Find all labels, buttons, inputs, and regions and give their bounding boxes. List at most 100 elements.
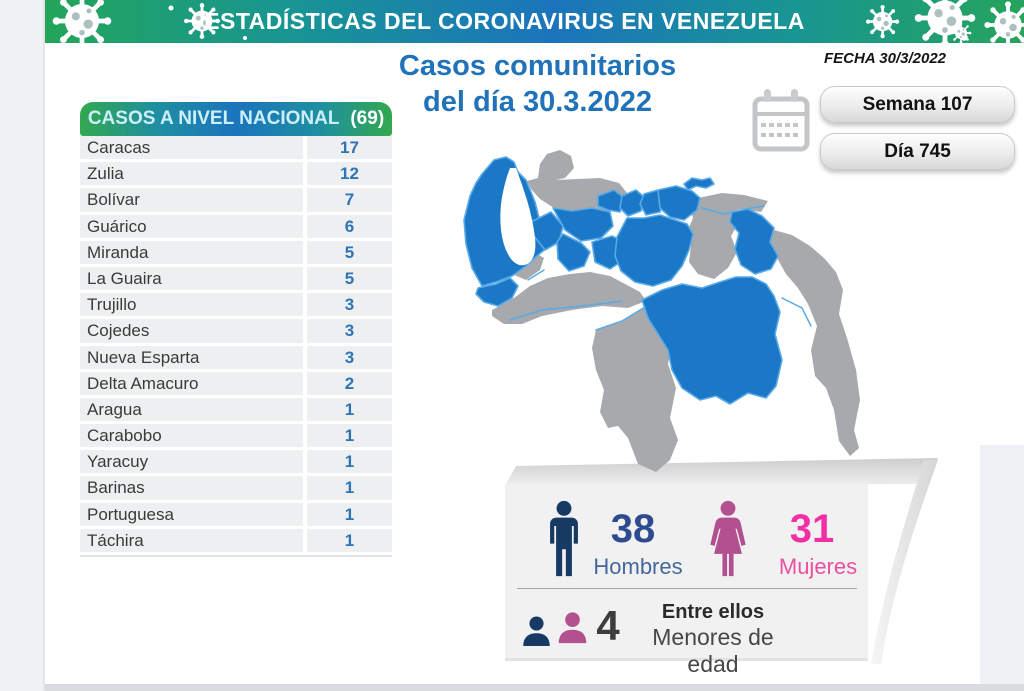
state-cases: 6 <box>344 216 355 236</box>
state-name: Miranda <box>87 242 149 262</box>
state-delta-esequibo <box>770 230 860 456</box>
table-row: La Guaira 5 <box>80 266 392 294</box>
state-name: Aragua <box>87 399 142 419</box>
state-cases: 3 <box>344 347 355 367</box>
stats-panel: 38 Hombres 31 Mujeres 4 Entre ellos Meno… <box>505 484 868 677</box>
state-nueva-esparta <box>683 177 715 191</box>
minors-labels: Entre ellos Menores de edad <box>627 600 799 678</box>
column-divider <box>303 266 307 291</box>
women-count: 31 <box>789 507 835 551</box>
subtitle: Casos comunitarios del día 30.3.2022 <box>370 48 705 120</box>
cases-table: CASOS A NIVEL NACIONAL (69) Caracas 17 Zul… <box>80 102 392 555</box>
man-icon <box>550 500 578 577</box>
column-divider <box>303 136 307 160</box>
table-row: Delta Amacuro 2 <box>80 371 392 398</box>
minors-label-line1: Entre ellos <box>661 601 765 623</box>
state-cases: 3 <box>344 295 355 315</box>
state-cases: 1 <box>344 504 355 524</box>
table-row: Nueva Esparta 3 <box>80 345 392 372</box>
table-row: Trujillo 3 <box>80 293 392 320</box>
state-name: Bolívar <box>87 190 140 210</box>
men-label: Hombres <box>593 554 683 579</box>
lake-maracaibo <box>500 168 536 266</box>
column-divider <box>303 371 307 395</box>
calendar-icon <box>752 89 810 152</box>
table-row: Aragua 1 <box>80 397 392 425</box>
column-divider <box>303 424 307 448</box>
state-cases: 5 <box>344 242 355 262</box>
column-divider <box>303 502 307 526</box>
men-count: 38 <box>610 507 656 551</box>
border-merida-barinas <box>527 269 545 281</box>
state-cases: 1 <box>344 530 355 550</box>
women-label: Mujeres <box>778 554 858 579</box>
woman-icon <box>710 500 746 577</box>
column-divider <box>303 397 307 422</box>
state-miranda <box>657 185 701 221</box>
state-anzoategui <box>687 200 738 279</box>
title-banner: ESTADÍSTICAS DEL CORONAVIRUS EN VENEZUEL… <box>45 0 1024 43</box>
state-amazonas <box>592 308 678 472</box>
girl-bust-icon <box>558 612 587 644</box>
window-background-bottom <box>45 684 1024 691</box>
table-row: Carabobo 1 <box>80 424 392 451</box>
cases-table-header: CASOS A NIVEL NACIONAL (69) <box>80 102 392 136</box>
state-tachira <box>475 277 519 307</box>
table-row: Cojedes 3 <box>80 319 392 346</box>
border-apure-barinas <box>509 300 623 321</box>
state-monagas <box>729 208 779 275</box>
week-badge: Semana 107 <box>820 86 1015 123</box>
state-name: Barinas <box>87 478 145 498</box>
state-name: Portuguesa <box>87 504 174 524</box>
state-cases: 17 <box>340 138 359 157</box>
column-divider <box>303 319 307 343</box>
cases-table-title: CASOS A NIVEL NACIONAL <box>87 108 340 129</box>
column-divider <box>303 188 307 212</box>
state-name: Caracas <box>87 138 151 157</box>
state-cases: 1 <box>344 399 355 419</box>
day-badge: Día 745 <box>820 133 1015 170</box>
panel-divider <box>517 588 857 589</box>
minors-label-line2: Menores de edad <box>652 624 774 677</box>
border-delta-esequibo <box>781 297 812 327</box>
table-row: Guárico 6 <box>80 214 392 241</box>
date-label: FECHA 30/3/2022 <box>824 50 947 67</box>
table-body: Caracas 17 Zulia 12 Bolívar 7 Guárico 6 Miranda 5… <box>80 136 392 555</box>
state-name: Zulia <box>87 164 124 184</box>
state-cases: 12 <box>340 164 359 184</box>
state-lara <box>552 207 614 242</box>
venezuela-map <box>463 150 860 472</box>
state-name: Táchira <box>87 530 144 550</box>
page-title: ESTADÍSTICAS DEL CORONAVIRUS EN VENEZUEL… <box>204 8 805 34</box>
state-cases: 1 <box>344 452 355 472</box>
virus-icon <box>982 0 1024 43</box>
window-background-right <box>980 445 1024 691</box>
state-cases: 1 <box>344 426 355 446</box>
column-divider <box>303 450 307 474</box>
state-name: Nueva Esparta <box>87 347 200 367</box>
state-portuguesa <box>556 233 591 272</box>
state-cases: 3 <box>344 321 355 341</box>
column-divider <box>303 528 307 552</box>
minors-count: 4 <box>596 602 620 649</box>
state-bolivar <box>641 276 783 405</box>
state-name: Delta Amacuro <box>87 373 199 393</box>
boy-bust-icon <box>523 616 550 646</box>
state-yaracuy <box>597 189 625 213</box>
state-guarico <box>614 214 694 287</box>
table-row: Táchira 1 <box>80 528 392 555</box>
border-sucre-anzoategui <box>701 205 765 215</box>
table-row: Barinas 1 <box>80 476 392 503</box>
page-curl <box>505 458 938 664</box>
state-cases: 7 <box>344 190 355 210</box>
state-cases: 2 <box>344 373 355 393</box>
state-name: Cojedes <box>87 321 150 341</box>
state-cases: 5 <box>344 268 355 288</box>
state-apure-barinas <box>492 272 646 324</box>
table-row: Yaracuy 1 <box>80 450 392 477</box>
table-row: Portuguesa 1 <box>80 502 392 529</box>
column-divider <box>303 345 307 369</box>
table-row: Bolívar 7 <box>80 188 392 215</box>
subtitle-line2: del día 30.3.2022 <box>423 86 652 118</box>
state-name: La Guaira <box>87 268 162 288</box>
